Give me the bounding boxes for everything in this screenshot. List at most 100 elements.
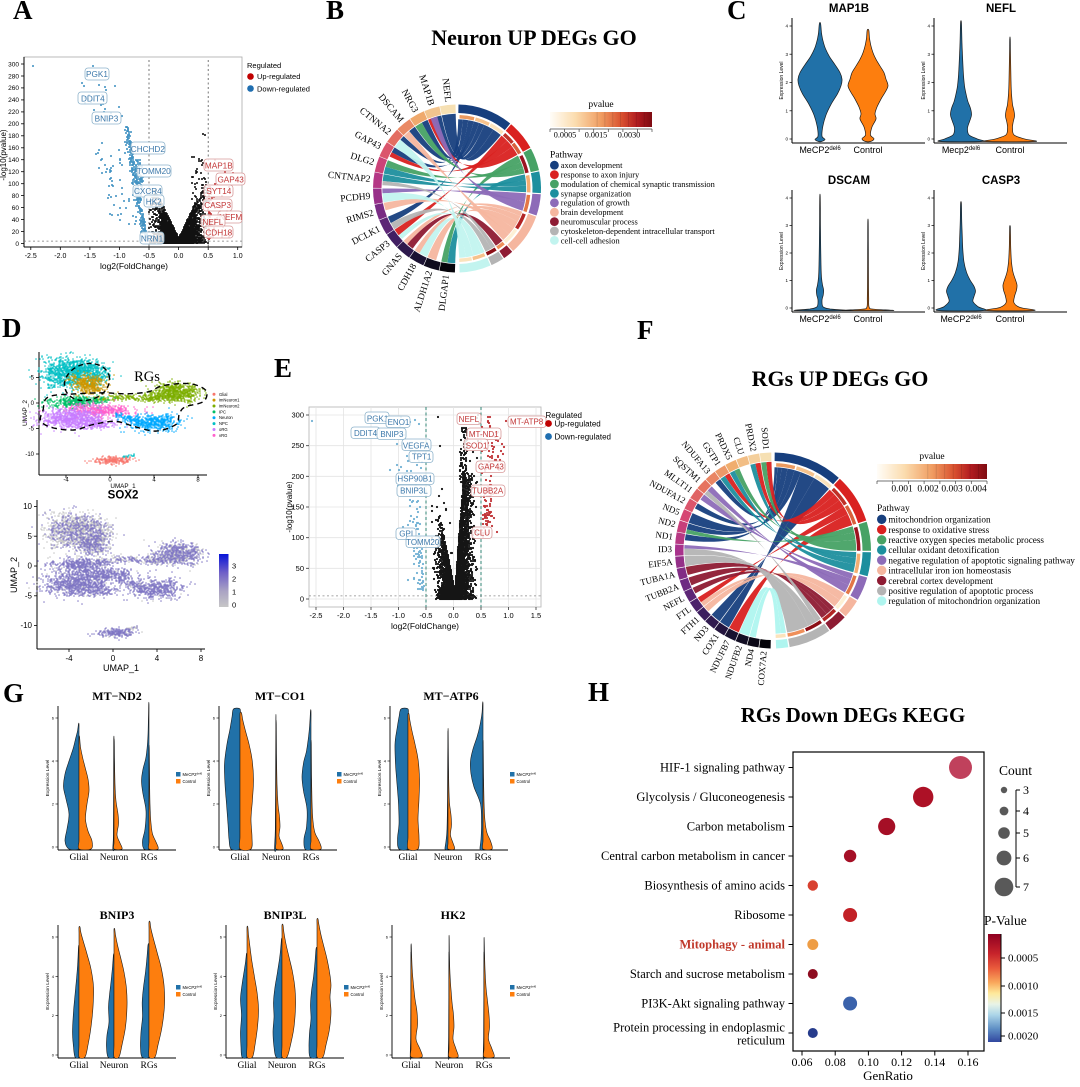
- svg-text:Ribosome: Ribosome: [734, 908, 785, 922]
- svg-text:0: 0: [52, 1053, 55, 1058]
- svg-text:10: 10: [23, 502, 32, 511]
- svg-text:Expression Level: Expression Level: [779, 61, 785, 99]
- svg-text:Up-regulated: Up-regulated: [257, 72, 300, 81]
- svg-text:260: 260: [8, 85, 19, 92]
- svg-text:60: 60: [12, 205, 20, 212]
- svg-text:2: 2: [927, 251, 930, 256]
- svg-text:300: 300: [291, 411, 304, 420]
- svg-text:0: 0: [31, 401, 35, 407]
- svg-text:-2.0: -2.0: [54, 253, 66, 260]
- svg-text:Neuron: Neuron: [219, 415, 233, 420]
- svg-text:1: 1: [927, 108, 930, 113]
- svg-text:6: 6: [384, 716, 387, 721]
- svg-text:0.0020: 0.0020: [1008, 1031, 1039, 1043]
- svg-text:120: 120: [8, 169, 19, 176]
- svg-text:GPI: GPI: [399, 530, 413, 539]
- svg-text:Expression Level: Expression Level: [45, 973, 51, 1010]
- svg-text:CASP3: CASP3: [204, 201, 231, 210]
- svg-text:pvalue: pvalue: [588, 100, 613, 110]
- svg-text:4: 4: [152, 478, 156, 484]
- svg-text:ND2: ND2: [657, 515, 676, 529]
- svg-text:HK2: HK2: [441, 908, 466, 922]
- svg-text:Count: Count: [999, 763, 1032, 778]
- svg-text:CDH18: CDH18: [205, 229, 232, 238]
- svg-text:Expression Level: Expression Level: [921, 232, 927, 270]
- svg-text:-10: -10: [20, 621, 32, 630]
- svg-text:4: 4: [52, 974, 55, 979]
- svg-text:4: 4: [52, 759, 55, 764]
- svg-text:2: 2: [386, 1013, 389, 1018]
- svg-text:220: 220: [8, 109, 19, 116]
- svg-text:MeCP2del6: MeCP2del6: [351, 985, 371, 991]
- svg-text:SYT14: SYT14: [206, 187, 231, 196]
- svg-text:0.004: 0.004: [965, 485, 987, 495]
- svg-text:2: 2: [52, 1013, 55, 1018]
- svg-text:3: 3: [785, 223, 788, 228]
- svg-text:-5: -5: [29, 427, 35, 433]
- svg-text:DSCAM: DSCAM: [828, 175, 870, 187]
- svg-text:reactive oxygen species metabo: reactive oxygen species metabolic proces…: [888, 535, 1044, 545]
- svg-text:Expression Level: Expression Level: [377, 760, 383, 797]
- svg-text:Protein processing in endoplas: Protein processing in endoplasmic: [613, 1021, 785, 1035]
- svg-text:0: 0: [108, 478, 112, 484]
- svg-text:4: 4: [386, 974, 389, 979]
- svg-text:imNeuron2: imNeuron2: [219, 404, 240, 409]
- svg-text:TOMM20: TOMM20: [406, 538, 440, 547]
- svg-text:modulation of chemical synapti: modulation of chemical synaptic transmis…: [561, 180, 716, 189]
- svg-text:0: 0: [28, 562, 33, 571]
- svg-text:1: 1: [232, 588, 236, 597]
- svg-text:0.16: 0.16: [958, 1055, 979, 1069]
- svg-text:0.0015: 0.0015: [585, 131, 608, 140]
- svg-text:Glial: Glial: [231, 853, 250, 863]
- svg-text:Pathway: Pathway: [877, 504, 910, 514]
- svg-text:cell-cell adhesion: cell-cell adhesion: [561, 236, 621, 245]
- svg-text:intracellular iron ion homeost: intracellular iron ion homeostasis: [888, 566, 1011, 576]
- svg-text:P-Value: P-Value: [984, 913, 1027, 928]
- svg-text:MeCP2del6: MeCP2del6: [183, 772, 203, 778]
- svg-text:3: 3: [785, 52, 788, 57]
- svg-text:HIF-1 signaling pathway: HIF-1 signaling pathway: [660, 761, 786, 775]
- svg-text:DLGAP1: DLGAP1: [438, 274, 452, 312]
- svg-text:80: 80: [12, 193, 20, 200]
- svg-text:RGs UP DEGs GO: RGs UP DEGs GO: [752, 366, 929, 391]
- svg-text:Control: Control: [351, 992, 365, 997]
- svg-text:Glial: Glial: [70, 853, 89, 863]
- svg-text:Glial: Glial: [219, 392, 227, 397]
- svg-text:mitochondrion organization: mitochondrion organization: [888, 515, 991, 525]
- svg-text:Expression Level: Expression Level: [921, 61, 927, 99]
- svg-text:-2.5: -2.5: [25, 253, 37, 260]
- svg-text:H: H: [588, 677, 609, 707]
- svg-text:40: 40: [12, 217, 20, 224]
- svg-text:D: D: [2, 313, 22, 343]
- svg-text:0: 0: [785, 137, 788, 142]
- svg-text:Expression Level: Expression Level: [779, 232, 785, 270]
- svg-text:160: 160: [8, 145, 19, 152]
- svg-text:reticulum: reticulum: [737, 1034, 785, 1048]
- svg-text:RGs Down DEGs KEGG: RGs Down DEGs KEGG: [741, 703, 966, 727]
- svg-text:MT−ND2: MT−ND2: [92, 689, 142, 703]
- svg-text:TOMM20: TOMM20: [137, 167, 171, 176]
- svg-text:-1.5: -1.5: [365, 611, 378, 620]
- svg-text:RGs: RGs: [134, 369, 160, 385]
- svg-text:MeCP2del6: MeCP2del6: [799, 145, 841, 155]
- svg-text:SOD1: SOD1: [760, 427, 772, 450]
- svg-text:0: 0: [300, 595, 304, 604]
- svg-text:2: 2: [785, 251, 788, 256]
- svg-text:1: 1: [785, 108, 788, 113]
- svg-text:-5: -5: [25, 591, 33, 600]
- svg-text:Central carbon metabolism in c: Central carbon metabolism in cancer: [601, 849, 786, 863]
- svg-text:GAP43: GAP43: [217, 175, 244, 184]
- svg-text:Regulated: Regulated: [247, 61, 281, 70]
- svg-text:250: 250: [291, 441, 304, 450]
- svg-text:1.0: 1.0: [503, 611, 513, 620]
- svg-text:-log10(pvalue): -log10(pvalue): [285, 481, 294, 532]
- svg-text:axon development: axon development: [561, 161, 623, 170]
- svg-text:RGs: RGs: [141, 1061, 158, 1071]
- svg-text:cytoskeleton-dependent intrace: cytoskeleton-dependent intracellular tra…: [561, 227, 716, 236]
- svg-text:RGs: RGs: [475, 853, 492, 863]
- svg-text:0: 0: [927, 306, 930, 311]
- svg-text:0: 0: [111, 654, 116, 663]
- svg-text:6: 6: [52, 935, 55, 940]
- svg-text:CLU: CLU: [474, 528, 490, 537]
- svg-text:MeCP2del6: MeCP2del6: [940, 314, 982, 324]
